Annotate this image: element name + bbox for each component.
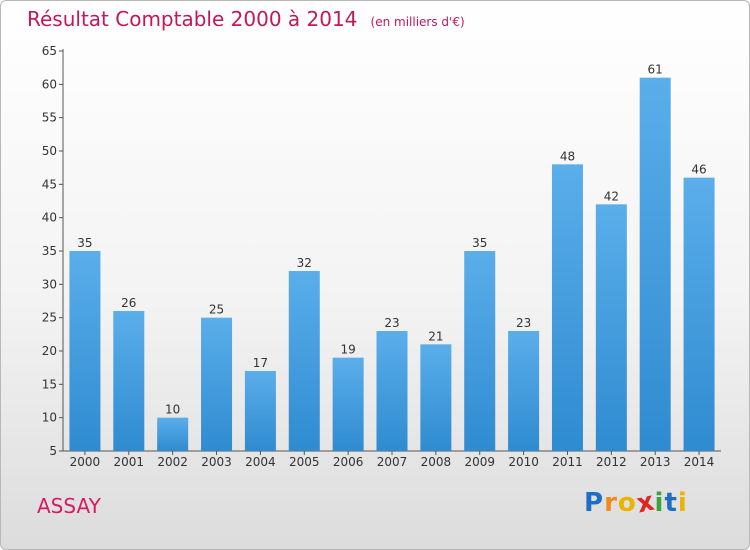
- y-tick-label: 50: [42, 144, 57, 158]
- chart-title: Résultat Comptable 2000 à 2014: [27, 7, 358, 31]
- bar-2007: [376, 331, 408, 451]
- x-tick-label-2004: 2004: [245, 455, 276, 469]
- x-tick-label-2003: 2003: [201, 455, 232, 469]
- logo-letter: i: [654, 488, 665, 518]
- bar-2009: [464, 251, 496, 451]
- logo-letter: t: [664, 488, 678, 518]
- y-tick-label: 25: [42, 311, 57, 325]
- proxiti-logo: Proxiti: [584, 486, 688, 519]
- bar-2010: [508, 331, 540, 451]
- commune-name: ASSAY: [37, 494, 101, 518]
- data-label-2012: 42: [604, 189, 619, 203]
- data-label-2002: 10: [165, 403, 180, 417]
- data-label-2005: 32: [297, 256, 312, 270]
- data-label-2011: 48: [560, 149, 575, 163]
- bar-2004: [244, 371, 276, 451]
- bar-2011: [551, 164, 583, 452]
- x-tick-label-2006: 2006: [333, 455, 364, 469]
- bar-2000: [69, 251, 101, 451]
- x-tick-label-2011: 2011: [552, 455, 583, 469]
- data-label-2007: 23: [384, 316, 399, 330]
- x-tick-label-2005: 2005: [289, 455, 320, 469]
- data-label-2008: 21: [428, 329, 443, 343]
- logo-letter: r: [604, 488, 618, 518]
- logo-letter: i: [677, 488, 688, 518]
- y-tick-label: 5: [49, 444, 57, 458]
- bar-2012: [595, 204, 627, 451]
- chart-title-block: Résultat Comptable 2000 à 2014 (en milli…: [27, 7, 465, 31]
- y-tick-label: 35: [42, 244, 57, 258]
- y-tick-label: 40: [42, 211, 57, 225]
- y-tick-label: 30: [42, 277, 57, 291]
- y-tick-label: 45: [42, 177, 57, 191]
- x-tick-label-2012: 2012: [596, 455, 627, 469]
- data-label-2003: 25: [209, 303, 224, 317]
- data-label-2004: 17: [253, 356, 268, 370]
- x-tick-label-2008: 2008: [421, 455, 452, 469]
- bar-2005: [288, 271, 320, 451]
- bar-2003: [201, 317, 233, 451]
- x-tick-label-2001: 2001: [114, 455, 145, 469]
- data-label-2010: 23: [516, 316, 531, 330]
- bar-2008: [420, 344, 452, 451]
- x-tick-label-2000: 2000: [70, 455, 101, 469]
- chart-unit: (en milliers d'€): [370, 15, 465, 29]
- bar-2001: [113, 311, 145, 451]
- bar-2013: [639, 77, 671, 452]
- data-label-2013: 61: [648, 63, 663, 77]
- y-tick-label: 65: [42, 44, 57, 58]
- data-label-2014: 46: [691, 163, 706, 177]
- bar-2006: [332, 357, 364, 451]
- x-tick-label-2010: 2010: [508, 455, 539, 469]
- x-tick-label-2007: 2007: [377, 455, 408, 469]
- bar-2014: [683, 177, 715, 451]
- data-label-2001: 26: [121, 296, 136, 310]
- y-tick-label: 15: [42, 377, 57, 391]
- data-label-2006: 19: [340, 343, 355, 357]
- data-label-2000: 35: [77, 236, 92, 250]
- logo-letter: P: [584, 488, 605, 518]
- x-tick-label-2009: 2009: [464, 455, 495, 469]
- x-tick-label-2002: 2002: [157, 455, 188, 469]
- y-tick-label: 10: [42, 411, 57, 425]
- bar-2002: [157, 417, 189, 451]
- y-tick-label: 55: [42, 111, 57, 125]
- data-label-2009: 35: [472, 236, 487, 250]
- y-tick-label: 20: [42, 344, 57, 358]
- logo-letter: o: [617, 488, 637, 518]
- x-tick-label-2014: 2014: [684, 455, 715, 469]
- y-tick-label: 60: [42, 77, 57, 91]
- x-tick-label-2013: 2013: [640, 455, 671, 469]
